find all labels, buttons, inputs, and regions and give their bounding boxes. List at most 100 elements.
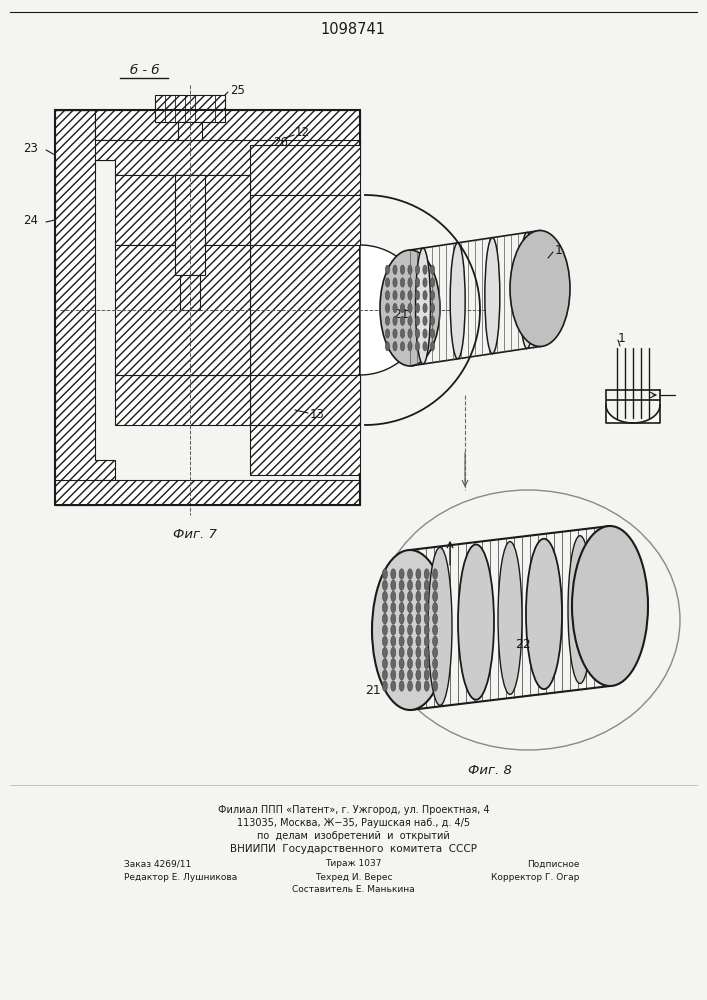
Ellipse shape [391, 636, 396, 646]
Ellipse shape [385, 316, 390, 325]
Text: 1: 1 [555, 243, 563, 256]
Ellipse shape [382, 658, 387, 669]
Polygon shape [55, 110, 115, 505]
Text: Корректор Г. Огар: Корректор Г. Огар [491, 872, 580, 882]
Ellipse shape [408, 329, 412, 338]
Ellipse shape [424, 580, 429, 590]
Ellipse shape [423, 291, 427, 300]
Ellipse shape [433, 636, 438, 646]
Ellipse shape [393, 265, 397, 274]
Text: Редактор Е. Лушникова: Редактор Е. Лушникова [124, 872, 237, 882]
Ellipse shape [424, 625, 429, 635]
Ellipse shape [400, 291, 404, 300]
Ellipse shape [423, 278, 427, 287]
Ellipse shape [428, 547, 452, 705]
Ellipse shape [399, 614, 404, 624]
Ellipse shape [416, 636, 421, 646]
Ellipse shape [385, 303, 390, 313]
Ellipse shape [431, 265, 435, 274]
Ellipse shape [393, 278, 397, 287]
Ellipse shape [485, 238, 500, 354]
Ellipse shape [431, 316, 435, 325]
Polygon shape [250, 375, 360, 425]
Ellipse shape [400, 342, 404, 351]
Ellipse shape [399, 580, 404, 590]
Ellipse shape [424, 614, 429, 624]
Ellipse shape [423, 265, 427, 274]
Text: ВНИИПИ  Государственного  комитета  СССР: ВНИИПИ Государственного комитета СССР [230, 844, 477, 854]
Ellipse shape [400, 265, 404, 274]
Ellipse shape [385, 265, 390, 274]
Ellipse shape [416, 591, 421, 602]
Ellipse shape [423, 316, 427, 325]
Ellipse shape [399, 625, 404, 635]
Ellipse shape [382, 614, 387, 624]
Polygon shape [155, 95, 225, 122]
Text: Фиг. 7: Фиг. 7 [173, 528, 217, 542]
Ellipse shape [382, 636, 387, 646]
Ellipse shape [407, 580, 412, 590]
Ellipse shape [416, 342, 419, 351]
Text: 23: 23 [23, 141, 38, 154]
Ellipse shape [382, 670, 387, 680]
Ellipse shape [424, 591, 429, 602]
Ellipse shape [433, 647, 438, 658]
Ellipse shape [407, 636, 412, 646]
Ellipse shape [382, 681, 387, 691]
Ellipse shape [424, 670, 429, 680]
Polygon shape [175, 175, 205, 275]
Ellipse shape [400, 303, 404, 313]
Ellipse shape [423, 329, 427, 338]
Ellipse shape [399, 602, 404, 613]
Text: Составитель Е. Манькина: Составитель Е. Манькина [292, 886, 415, 894]
Polygon shape [250, 195, 360, 245]
Ellipse shape [399, 647, 404, 658]
Ellipse shape [433, 681, 438, 691]
Ellipse shape [393, 303, 397, 313]
Ellipse shape [407, 647, 412, 658]
Ellipse shape [407, 658, 412, 669]
Ellipse shape [408, 303, 412, 313]
Polygon shape [55, 110, 360, 145]
Ellipse shape [399, 681, 404, 691]
Ellipse shape [431, 291, 435, 300]
Ellipse shape [416, 265, 419, 274]
Ellipse shape [431, 278, 435, 287]
Text: Филиал ППП «Патент», г. Ужгород, ул. Проектная, 4: Филиал ППП «Патент», г. Ужгород, ул. Про… [218, 805, 489, 815]
Text: по  делам  изобретений  и  открытий: по делам изобретений и открытий [257, 831, 450, 841]
Polygon shape [115, 375, 250, 425]
Text: 113035, Москва, Ж−35, Раушская наб., д. 4/5: 113035, Москва, Ж−35, Раушская наб., д. … [237, 818, 470, 828]
Text: 21: 21 [365, 684, 381, 696]
Ellipse shape [393, 291, 397, 300]
Polygon shape [250, 145, 360, 475]
Ellipse shape [400, 278, 404, 287]
Polygon shape [180, 275, 200, 310]
Ellipse shape [382, 625, 387, 635]
Ellipse shape [408, 291, 412, 300]
Ellipse shape [407, 569, 412, 579]
Ellipse shape [416, 658, 421, 669]
Ellipse shape [433, 670, 438, 680]
Ellipse shape [393, 329, 397, 338]
Ellipse shape [416, 303, 419, 313]
Ellipse shape [416, 681, 421, 691]
Text: Техред И. Верес: Техред И. Верес [315, 872, 392, 882]
Ellipse shape [385, 342, 390, 351]
Ellipse shape [399, 569, 404, 579]
Text: 24: 24 [23, 214, 38, 227]
Ellipse shape [407, 591, 412, 602]
Ellipse shape [498, 542, 522, 694]
Ellipse shape [391, 614, 396, 624]
Text: Тираж 1037: Тираж 1037 [325, 859, 382, 868]
Text: 25: 25 [230, 84, 245, 97]
Ellipse shape [431, 329, 435, 338]
Ellipse shape [400, 316, 404, 325]
Ellipse shape [408, 265, 412, 274]
Ellipse shape [400, 329, 404, 338]
Text: б - б: б - б [130, 64, 160, 77]
Ellipse shape [424, 636, 429, 646]
Ellipse shape [431, 342, 435, 351]
Ellipse shape [391, 591, 396, 602]
Ellipse shape [399, 658, 404, 669]
Ellipse shape [399, 670, 404, 680]
